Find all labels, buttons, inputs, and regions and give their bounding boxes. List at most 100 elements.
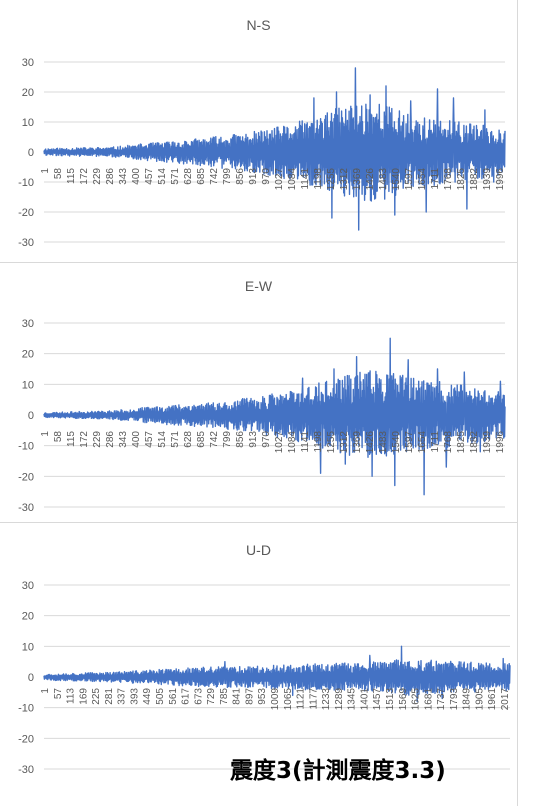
x-tick-label: 1369: [352, 168, 363, 191]
x-tick-label: 673: [193, 688, 204, 705]
y-tick-label: 0: [28, 147, 34, 159]
y-tick-label: -20: [18, 207, 34, 219]
y-tick-label: 30: [22, 57, 34, 69]
x-tick-label: 1849: [462, 688, 473, 711]
x-tick-label: 1825: [456, 168, 467, 191]
x-tick-label: 57: [53, 688, 64, 700]
x-tick-label: 286: [105, 431, 116, 448]
x-tick-label: 1009: [270, 688, 281, 711]
series-line: [43, 337, 506, 496]
x-tick-label: 799: [222, 168, 233, 185]
x-tick-label: 1198: [313, 168, 324, 190]
chart-title: E-W: [245, 278, 273, 294]
x-tick-label: 229: [92, 168, 103, 185]
x-tick-label: 970: [261, 431, 272, 448]
x-tick-label: 1961: [487, 688, 498, 711]
y-tick-label: 10: [22, 379, 34, 391]
x-tick-label: 400: [131, 168, 142, 185]
x-tick-label: 1569: [398, 688, 409, 711]
x-tick-label: 729: [206, 688, 217, 705]
x-tick-label: 1177: [308, 688, 319, 710]
x-tick-label: 514: [157, 168, 168, 185]
x-tick-label: 1905: [474, 688, 485, 711]
x-tick-label: 1312: [339, 168, 350, 191]
y-tick-label: -10: [18, 703, 34, 715]
x-tick-label: 400: [131, 431, 142, 448]
x-tick-label: 571: [170, 168, 181, 185]
y-tick-label: 0: [28, 672, 34, 684]
x-tick-label: 172: [79, 431, 90, 448]
x-tick-label: 1065: [283, 688, 294, 711]
x-tick-label: 1084: [287, 431, 298, 454]
chart-title: N-S: [246, 17, 270, 33]
x-tick-label: 337: [117, 688, 128, 705]
x-tick-label: 457: [144, 168, 155, 185]
x-tick-label: 1825: [456, 431, 467, 454]
x-tick-label: 799: [222, 431, 233, 448]
x-tick-label: 617: [181, 688, 192, 705]
x-tick-label: 561: [168, 688, 179, 705]
x-tick-label: 913: [248, 168, 259, 185]
x-tick-label: 343: [118, 431, 129, 448]
x-tick-label: 58: [53, 168, 64, 180]
x-tick-label: 1426: [365, 168, 376, 191]
x-tick-label: 1654: [417, 168, 428, 191]
y-tick-label: -20: [18, 733, 34, 745]
y-tick-label: 30: [22, 580, 34, 592]
x-tick-label: 628: [183, 431, 194, 448]
y-tick-label: 30: [22, 318, 34, 330]
y-tick-label: -10: [18, 441, 34, 453]
x-tick-label: 571: [170, 431, 181, 448]
x-tick-label: 1027: [274, 168, 285, 191]
x-tick-label: 1711: [430, 431, 441, 453]
y-tick-label: 20: [22, 349, 34, 361]
y-tick-label: -30: [18, 764, 34, 776]
x-tick-label: 281: [104, 688, 115, 705]
x-tick-label: 685: [196, 431, 207, 448]
x-tick-label: 1289: [334, 688, 345, 711]
x-tick-label: 1401: [359, 688, 370, 711]
x-tick-label: 913: [248, 431, 259, 448]
chart-panel-ud: U-D 30 20 10 0 -10 -20 -30 1 57 113 169 225 281 337 393…: [0, 523, 518, 806]
x-tick-label: 742: [209, 431, 220, 448]
x-tick-label: 1345: [347, 688, 358, 711]
x-tick-label: 1625: [411, 688, 422, 711]
x-tick-label: 1483: [378, 431, 389, 454]
x-tick-label: 1540: [391, 431, 402, 454]
x-tick-label: 169: [78, 688, 89, 705]
x-tick-label: 1882: [469, 431, 480, 454]
y-tick-label: 10: [22, 117, 34, 129]
y-tick-label: -30: [18, 237, 34, 249]
x-tick-label: 785: [219, 688, 230, 705]
x-tick-label: 628: [183, 168, 194, 185]
x-tick-label: 685: [196, 168, 207, 185]
chart-panel-ns: N-S 30 20 10 0 -10 -20 -30 1 58 115 172 229 286 343 400…: [0, 0, 518, 263]
x-tick-label: 1084: [287, 168, 298, 191]
x-tick-label: 457: [144, 431, 155, 448]
x-tick-label: 841: [232, 688, 243, 705]
x-tick-label: 1882: [469, 168, 480, 191]
x-tick-label: 742: [209, 168, 220, 185]
x-tick-label: 225: [91, 688, 102, 705]
x-tick-label: 1: [40, 431, 51, 437]
chart-ew: E-W 30 20 10 0 -10 -20 -30 1 58 115 172 229 286 343 400…: [18, 278, 506, 514]
x-tick-label: 856: [235, 168, 246, 185]
x-tick-label: 1027: [274, 431, 285, 454]
x-tick-label: 1233: [321, 688, 332, 711]
x-tick-label: 1597: [404, 431, 415, 454]
x-tick-label: 1768: [443, 431, 454, 454]
x-tick-label: 58: [53, 431, 64, 443]
x-tick-label: 1121: [296, 688, 307, 710]
x-tick-label: 1939: [482, 168, 493, 191]
chart-ns: N-S 30 20 10 0 -10 -20 -30 1 58 115 172 229 286 343 400…: [18, 17, 506, 249]
y-tick-label: -10: [18, 177, 34, 189]
x-tick-label: 229: [92, 431, 103, 448]
x-tick-label: 1141: [300, 431, 311, 453]
x-tick-label: 1255: [326, 431, 337, 454]
x-tick-label: 1457: [372, 688, 383, 711]
x-tick-label: 393: [129, 688, 140, 705]
chart-title: U-D: [246, 542, 271, 558]
y-tick-label: -20: [18, 471, 34, 483]
series-line: [43, 67, 506, 231]
x-tick-label: 115: [66, 168, 77, 184]
